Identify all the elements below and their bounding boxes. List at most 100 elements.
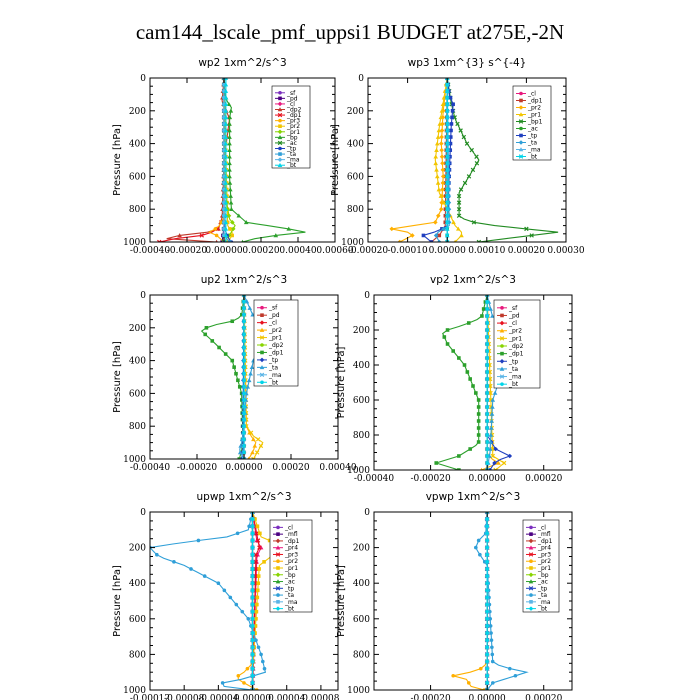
y-tick-label: 1000 — [341, 238, 364, 248]
data-point-pr1 — [438, 115, 444, 120]
x-tick-label: 0.00030 — [547, 246, 584, 256]
legend-entry: _cl — [537, 524, 546, 531]
y-axis-label: Pressure [hPa] — [112, 341, 123, 413]
data-point-dp1 — [465, 370, 470, 374]
legend-entry: _ta — [537, 592, 547, 599]
data-point-dp1 — [443, 220, 448, 225]
legend-entry: _ta — [286, 151, 296, 158]
data-point-bt — [484, 566, 490, 572]
data-point-bt — [223, 180, 229, 185]
legend-entry: _ta — [527, 140, 537, 147]
data-point-bt — [250, 673, 255, 679]
data-point-ta — [228, 595, 233, 600]
data-point-pr1 — [225, 206, 231, 212]
legend-entry: _cl — [527, 91, 536, 98]
legend-marker — [278, 152, 282, 156]
data-point-ta — [491, 681, 495, 685]
data-point-bt — [224, 239, 228, 242]
data-point-bp — [227, 187, 233, 192]
x-tick-label: 0.00020 — [272, 463, 309, 473]
data-point-bt — [444, 226, 450, 232]
data-point-ta — [507, 666, 512, 671]
data-point-dp1 — [476, 412, 481, 416]
data-point-bt — [250, 666, 255, 671]
data-point-ta — [446, 206, 452, 212]
y-axis-label: Pressure [hPa] — [112, 565, 123, 637]
data-point-pr1 — [441, 95, 447, 100]
data-point-bt — [250, 580, 255, 586]
data-point-bp1 — [524, 226, 529, 232]
data-point-pr3 — [255, 538, 261, 543]
data-point-dp1 — [476, 440, 481, 444]
data-point-bt — [242, 378, 246, 383]
data-point-ta — [196, 538, 201, 543]
legend-entry: _bt — [508, 381, 519, 388]
data-point-pr1 — [435, 141, 440, 146]
data-point-ta — [254, 638, 258, 642]
data-point-ac — [221, 239, 227, 242]
legend-marker — [499, 366, 505, 371]
data-point-bt — [250, 552, 255, 558]
data-point-dp1 — [466, 321, 471, 325]
data-point-bt — [484, 538, 490, 543]
data-point-tp — [429, 240, 434, 242]
data-point-dp1 — [445, 342, 450, 346]
legend-marker — [276, 600, 280, 604]
data-point-pr2 — [478, 666, 483, 671]
legend-marker — [518, 112, 524, 117]
data-point-dp1 — [457, 468, 461, 470]
data-point-bt — [484, 516, 490, 522]
data-point-pr1 — [435, 134, 441, 139]
data-point-pr1 — [254, 609, 259, 614]
series-line-dp1 — [200, 295, 245, 459]
data-point-ta — [478, 552, 482, 557]
legend-marker — [519, 98, 523, 103]
data-point-tp — [451, 102, 455, 107]
data-point-bp1 — [469, 147, 474, 153]
series-group — [150, 512, 298, 690]
data-point-ta — [436, 239, 442, 242]
y-tick-label: 0 — [140, 74, 146, 84]
data-point-bt — [223, 226, 229, 231]
data-point-bp — [227, 134, 232, 139]
data-point-bt — [484, 623, 490, 629]
data-point-pr2 — [438, 141, 444, 146]
y-tick-label: 600 — [353, 615, 370, 625]
legend-marker — [275, 606, 281, 611]
data-point-bt — [242, 411, 246, 415]
legend-marker — [519, 126, 523, 131]
data-point-pr3 — [214, 233, 219, 238]
y-tick-label: 1000 — [347, 466, 370, 476]
data-point-bt — [250, 595, 255, 600]
data-point-ta — [490, 645, 494, 650]
data-point-dp2 — [215, 239, 218, 242]
legend-marker — [260, 313, 264, 317]
legend-marker — [259, 335, 265, 340]
data-point-dp1 — [457, 356, 461, 360]
data-point-bp — [273, 233, 279, 238]
y-tick-label: 800 — [129, 650, 146, 660]
data-point-dp1 — [445, 328, 450, 332]
data-point-bt — [444, 187, 450, 192]
data-point-pr3 — [254, 531, 259, 536]
y-tick-label: 1000 — [123, 238, 146, 248]
y-tick-label: 1000 — [123, 686, 146, 696]
y-tick-label: 400 — [129, 579, 146, 589]
x-tick-label: 0.00020 — [508, 246, 545, 256]
x-tick-label: 0.00000 — [429, 246, 466, 256]
data-point-bp — [227, 115, 233, 120]
data-point-bt — [242, 391, 246, 396]
x-tick-label: 0.00000 — [225, 463, 262, 473]
data-point-ta — [256, 645, 261, 650]
data-point-pr1 — [254, 450, 260, 455]
legend-marker — [259, 327, 265, 332]
data-point-bt — [223, 95, 229, 100]
legend-entry: _ma — [527, 147, 541, 154]
data-point-bp — [228, 193, 233, 198]
data-point-bt — [484, 559, 490, 565]
y-tick-label: 0 — [140, 508, 146, 518]
x-tick-label: -0.00008 — [164, 694, 205, 700]
data-point-bp1 — [470, 167, 476, 173]
legend-marker — [277, 101, 283, 107]
legend-marker — [276, 566, 280, 570]
